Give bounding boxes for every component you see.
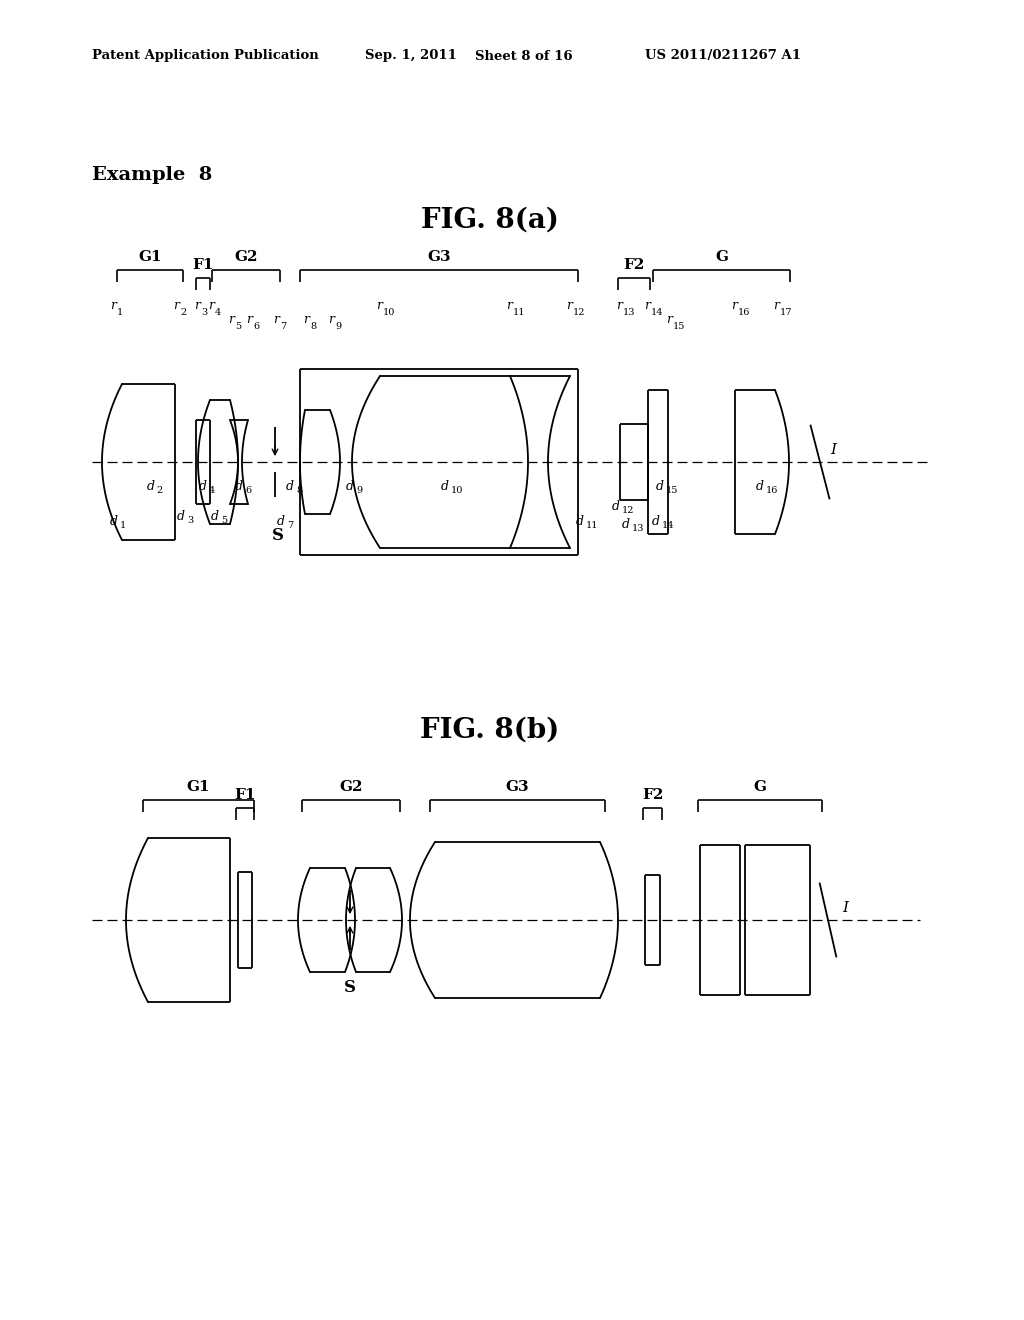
Text: d: d <box>622 517 630 531</box>
Text: S: S <box>272 527 284 544</box>
Text: r: r <box>644 300 650 312</box>
Text: d: d <box>656 480 664 492</box>
Text: d: d <box>441 480 449 492</box>
Text: 10: 10 <box>383 308 395 317</box>
Text: 14: 14 <box>662 521 675 531</box>
Text: 5: 5 <box>234 322 241 331</box>
Text: 6: 6 <box>253 322 259 331</box>
Text: 6: 6 <box>245 486 251 495</box>
Text: r: r <box>328 313 334 326</box>
Text: r: r <box>246 313 252 326</box>
Text: F1: F1 <box>193 257 214 272</box>
Text: r: r <box>376 300 382 312</box>
Text: 16: 16 <box>766 486 778 495</box>
Text: 2: 2 <box>157 486 163 495</box>
Text: 3: 3 <box>187 516 194 525</box>
Text: 13: 13 <box>623 308 636 317</box>
Text: 17: 17 <box>780 308 793 317</box>
Text: r: r <box>506 300 512 312</box>
Text: 14: 14 <box>651 308 664 317</box>
Text: d: d <box>612 500 620 513</box>
Text: d: d <box>146 480 155 492</box>
Text: 4: 4 <box>215 308 221 317</box>
Text: d: d <box>199 480 207 492</box>
Text: 11: 11 <box>513 308 525 317</box>
Text: d: d <box>756 480 764 492</box>
Text: d: d <box>652 515 660 528</box>
Text: 3: 3 <box>201 308 207 317</box>
Text: G: G <box>754 780 767 795</box>
Text: G2: G2 <box>339 780 362 795</box>
Text: 8: 8 <box>296 486 302 495</box>
Text: 4: 4 <box>209 486 215 495</box>
Text: r: r <box>566 300 572 312</box>
Text: Example  8: Example 8 <box>92 166 212 183</box>
Text: 12: 12 <box>622 506 635 515</box>
Text: G: G <box>715 249 728 264</box>
Text: d: d <box>575 515 584 528</box>
Text: r: r <box>731 300 737 312</box>
Text: d: d <box>110 515 118 528</box>
Text: S: S <box>344 979 356 997</box>
Text: G1: G1 <box>186 780 210 795</box>
Text: 10: 10 <box>451 486 464 495</box>
Text: r: r <box>616 300 622 312</box>
Text: r: r <box>110 300 116 312</box>
Text: I: I <box>830 444 836 457</box>
Text: 11: 11 <box>586 521 598 531</box>
Text: 16: 16 <box>738 308 751 317</box>
Text: US 2011/0211267 A1: US 2011/0211267 A1 <box>645 49 801 62</box>
Text: F2: F2 <box>624 257 645 272</box>
Text: 9: 9 <box>335 322 341 331</box>
Text: 5: 5 <box>221 516 227 525</box>
Text: 15: 15 <box>666 486 678 495</box>
Text: F2: F2 <box>642 788 664 803</box>
Text: r: r <box>208 300 214 312</box>
Text: Sep. 1, 2011: Sep. 1, 2011 <box>365 49 457 62</box>
Text: 7: 7 <box>280 322 287 331</box>
Text: I: I <box>842 902 848 915</box>
Text: d: d <box>234 480 243 492</box>
Text: 8: 8 <box>310 322 316 331</box>
Text: 1: 1 <box>117 308 123 317</box>
Text: Sheet 8 of 16: Sheet 8 of 16 <box>475 49 572 62</box>
Text: d: d <box>286 480 294 492</box>
Text: r: r <box>194 300 200 312</box>
Text: r: r <box>273 313 279 326</box>
Text: r: r <box>773 300 779 312</box>
Text: d: d <box>346 480 354 492</box>
Text: 15: 15 <box>673 322 685 331</box>
Text: G1: G1 <box>138 249 162 264</box>
Text: 13: 13 <box>632 524 644 533</box>
Text: r: r <box>666 313 672 326</box>
Text: FIG. 8(b): FIG. 8(b) <box>421 717 560 743</box>
Text: FIG. 8(a): FIG. 8(a) <box>421 206 559 234</box>
Text: 1: 1 <box>120 521 126 531</box>
Text: G2: G2 <box>234 249 258 264</box>
Text: 9: 9 <box>356 486 362 495</box>
Text: r: r <box>173 300 179 312</box>
Text: 2: 2 <box>180 308 186 317</box>
Text: d: d <box>177 510 185 523</box>
Text: d: d <box>278 515 285 528</box>
Text: d: d <box>211 510 219 523</box>
Text: G3: G3 <box>506 780 529 795</box>
Text: r: r <box>303 313 309 326</box>
Text: 7: 7 <box>287 521 293 531</box>
Text: r: r <box>228 313 234 326</box>
Text: G3: G3 <box>427 249 451 264</box>
Text: F1: F1 <box>234 788 256 803</box>
Text: Patent Application Publication: Patent Application Publication <box>92 49 318 62</box>
Text: 12: 12 <box>573 308 586 317</box>
